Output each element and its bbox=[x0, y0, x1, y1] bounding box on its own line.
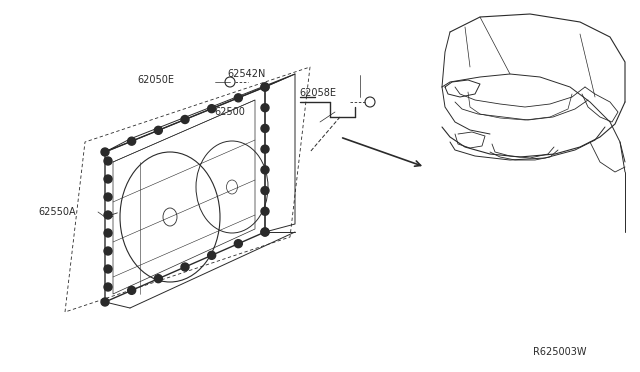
Circle shape bbox=[261, 104, 269, 112]
Text: 62542N: 62542N bbox=[227, 70, 266, 79]
Circle shape bbox=[127, 286, 136, 294]
Circle shape bbox=[154, 275, 163, 283]
Circle shape bbox=[234, 94, 243, 102]
Circle shape bbox=[104, 283, 112, 291]
Text: R625003W: R625003W bbox=[533, 347, 587, 356]
Circle shape bbox=[261, 83, 269, 91]
Text: 62050E: 62050E bbox=[138, 75, 175, 85]
Text: 62550A: 62550A bbox=[38, 207, 76, 217]
Text: 62500: 62500 bbox=[214, 107, 245, 116]
Circle shape bbox=[104, 265, 112, 273]
Circle shape bbox=[104, 247, 112, 255]
Circle shape bbox=[154, 126, 163, 134]
Text: 62058E: 62058E bbox=[300, 88, 337, 98]
Circle shape bbox=[207, 105, 216, 113]
Circle shape bbox=[261, 228, 269, 236]
Circle shape bbox=[104, 175, 112, 183]
Circle shape bbox=[261, 187, 269, 195]
Circle shape bbox=[261, 228, 269, 236]
Circle shape bbox=[261, 207, 269, 215]
Circle shape bbox=[261, 124, 269, 132]
Circle shape bbox=[127, 137, 136, 145]
Circle shape bbox=[181, 115, 189, 124]
Circle shape bbox=[181, 263, 189, 271]
Circle shape bbox=[104, 193, 112, 201]
Circle shape bbox=[261, 166, 269, 174]
Circle shape bbox=[104, 211, 112, 219]
Circle shape bbox=[234, 240, 243, 248]
Circle shape bbox=[261, 145, 269, 153]
Circle shape bbox=[101, 298, 109, 306]
Circle shape bbox=[104, 229, 112, 237]
Circle shape bbox=[261, 83, 269, 91]
Circle shape bbox=[104, 157, 112, 165]
Circle shape bbox=[101, 148, 109, 156]
Circle shape bbox=[207, 251, 216, 259]
